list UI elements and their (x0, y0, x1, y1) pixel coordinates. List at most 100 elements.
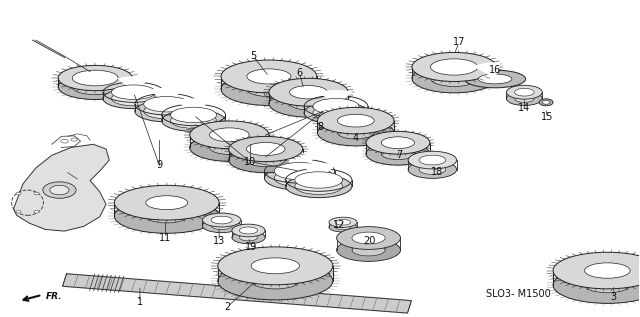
Ellipse shape (269, 89, 348, 117)
Ellipse shape (478, 74, 512, 84)
Wedge shape (117, 76, 150, 92)
Ellipse shape (221, 73, 317, 106)
Ellipse shape (275, 169, 325, 187)
Text: 3: 3 (611, 292, 617, 302)
Ellipse shape (329, 217, 357, 227)
Ellipse shape (329, 222, 357, 232)
Ellipse shape (352, 232, 385, 244)
Ellipse shape (202, 219, 241, 233)
Ellipse shape (317, 120, 394, 146)
Ellipse shape (171, 107, 216, 123)
Ellipse shape (146, 209, 188, 223)
Ellipse shape (171, 113, 216, 128)
Ellipse shape (542, 100, 550, 104)
Ellipse shape (352, 244, 385, 256)
Text: 2: 2 (224, 302, 230, 312)
Ellipse shape (251, 258, 300, 274)
Ellipse shape (135, 100, 198, 122)
Ellipse shape (144, 96, 189, 112)
Ellipse shape (189, 133, 269, 161)
Ellipse shape (337, 227, 401, 249)
Ellipse shape (337, 126, 374, 139)
Ellipse shape (553, 252, 640, 289)
Ellipse shape (146, 196, 188, 210)
Ellipse shape (584, 277, 630, 293)
Text: 1: 1 (137, 297, 143, 307)
Ellipse shape (211, 216, 232, 224)
Wedge shape (150, 87, 184, 104)
Ellipse shape (247, 81, 291, 97)
Ellipse shape (412, 52, 496, 81)
Text: 12: 12 (333, 220, 346, 230)
Ellipse shape (289, 97, 328, 110)
Ellipse shape (313, 99, 359, 114)
Text: 10: 10 (244, 157, 256, 167)
Ellipse shape (209, 128, 249, 142)
Text: 15: 15 (541, 113, 553, 122)
Wedge shape (301, 163, 336, 180)
Ellipse shape (304, 102, 368, 124)
Ellipse shape (16, 192, 21, 195)
Ellipse shape (431, 59, 477, 75)
Ellipse shape (72, 79, 118, 95)
Ellipse shape (50, 185, 69, 195)
Ellipse shape (71, 138, 77, 141)
Text: 4: 4 (353, 133, 359, 143)
Ellipse shape (506, 85, 542, 99)
Ellipse shape (239, 227, 258, 234)
Wedge shape (177, 98, 211, 115)
Ellipse shape (61, 139, 68, 143)
Text: 11: 11 (159, 233, 172, 243)
Ellipse shape (412, 64, 496, 93)
Ellipse shape (72, 70, 118, 86)
Ellipse shape (289, 86, 328, 99)
Ellipse shape (218, 247, 333, 285)
Ellipse shape (221, 60, 317, 93)
Ellipse shape (337, 239, 401, 262)
Ellipse shape (337, 114, 374, 127)
Ellipse shape (211, 222, 232, 230)
Ellipse shape (275, 163, 325, 180)
Ellipse shape (228, 147, 303, 173)
Ellipse shape (269, 78, 348, 106)
Polygon shape (63, 274, 412, 313)
Ellipse shape (335, 219, 351, 225)
Ellipse shape (58, 65, 132, 91)
Ellipse shape (115, 185, 219, 220)
Ellipse shape (584, 263, 630, 278)
Text: 17: 17 (453, 37, 465, 47)
Wedge shape (281, 153, 318, 171)
Text: 13: 13 (213, 236, 225, 246)
Ellipse shape (264, 166, 335, 190)
Ellipse shape (295, 178, 342, 194)
Ellipse shape (239, 234, 258, 241)
Ellipse shape (16, 210, 21, 213)
Ellipse shape (103, 88, 164, 109)
Ellipse shape (34, 192, 39, 195)
Ellipse shape (335, 224, 351, 230)
Text: 7: 7 (396, 150, 403, 160)
Text: 20: 20 (364, 236, 376, 246)
Ellipse shape (506, 92, 542, 106)
Ellipse shape (246, 153, 285, 167)
Ellipse shape (232, 231, 265, 244)
Ellipse shape (465, 70, 525, 88)
Ellipse shape (295, 172, 342, 188)
Ellipse shape (515, 88, 534, 96)
Ellipse shape (144, 103, 189, 119)
Ellipse shape (111, 85, 156, 100)
Text: 5: 5 (250, 51, 256, 61)
Ellipse shape (162, 110, 225, 131)
Ellipse shape (218, 262, 333, 300)
Ellipse shape (366, 131, 430, 154)
Ellipse shape (111, 91, 156, 106)
Ellipse shape (431, 70, 477, 87)
Ellipse shape (419, 155, 445, 165)
Ellipse shape (285, 175, 352, 197)
Ellipse shape (515, 95, 534, 102)
Ellipse shape (317, 107, 394, 134)
Ellipse shape (189, 121, 269, 149)
Ellipse shape (539, 99, 553, 106)
Text: 8: 8 (317, 122, 323, 132)
Ellipse shape (366, 142, 430, 165)
